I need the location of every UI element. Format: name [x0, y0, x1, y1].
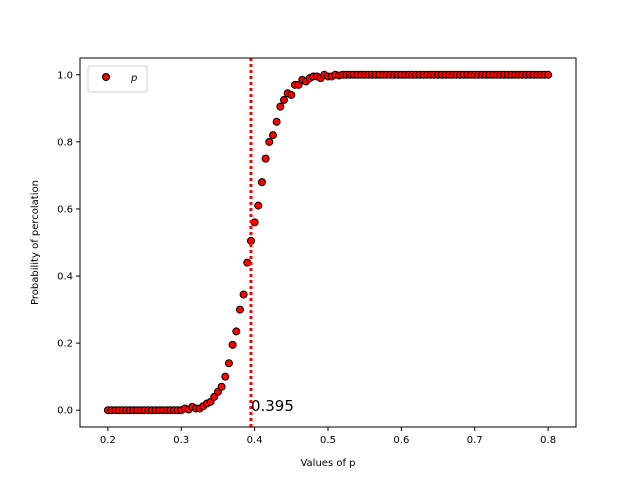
legend-box: [87, 65, 148, 93]
data-point: [268, 131, 277, 140]
data-point: [239, 290, 248, 299]
legend-marker-p: [102, 73, 110, 81]
y-tick-label: 0.8: [57, 137, 73, 148]
plot-layer: [103, 58, 553, 427]
threshold-annotation: 0.395: [251, 397, 294, 415]
data-point: [224, 359, 233, 368]
data-point: [232, 327, 241, 336]
y-tick-label: 0.0: [57, 406, 73, 417]
legend-label-p: p: [130, 73, 137, 84]
data-point: [257, 178, 266, 187]
legend: p: [87, 65, 148, 93]
x-axis-label: Values of p: [300, 458, 355, 469]
y-tick-label: 0.4: [57, 272, 73, 283]
x-tick-label: 0.6: [393, 435, 409, 446]
data-point: [272, 117, 281, 126]
data-point: [217, 382, 226, 391]
data-point: [279, 95, 288, 104]
x-tick-label: 0.4: [247, 435, 263, 446]
y-axis-label: Probability of percolation: [30, 180, 41, 305]
y-tick-label: 0.6: [57, 204, 73, 215]
y-tick-label: 1.0: [57, 70, 73, 81]
data-point: [544, 70, 553, 79]
data-point: [265, 137, 274, 146]
data-point: [254, 201, 263, 210]
y-tick-label: 0.2: [57, 339, 73, 350]
x-tick-label: 0.3: [173, 435, 189, 446]
data-point: [261, 154, 270, 163]
x-tick-label: 0.2: [100, 435, 116, 446]
data-point: [287, 90, 296, 99]
ticks-layer: 0.2 0.3 0.4 0.5 0.6 0.7 0.8 0.0 0.2 0.4 0.6 0.8 1.0: [57, 70, 556, 446]
data-point: [228, 340, 237, 349]
data-point: [221, 372, 230, 381]
x-tick-label: 0.5: [320, 435, 336, 446]
data-point: [235, 305, 244, 314]
x-tick-label: 0.8: [540, 435, 556, 446]
x-tick-label: 0.7: [467, 435, 483, 446]
data-point: [276, 102, 285, 111]
